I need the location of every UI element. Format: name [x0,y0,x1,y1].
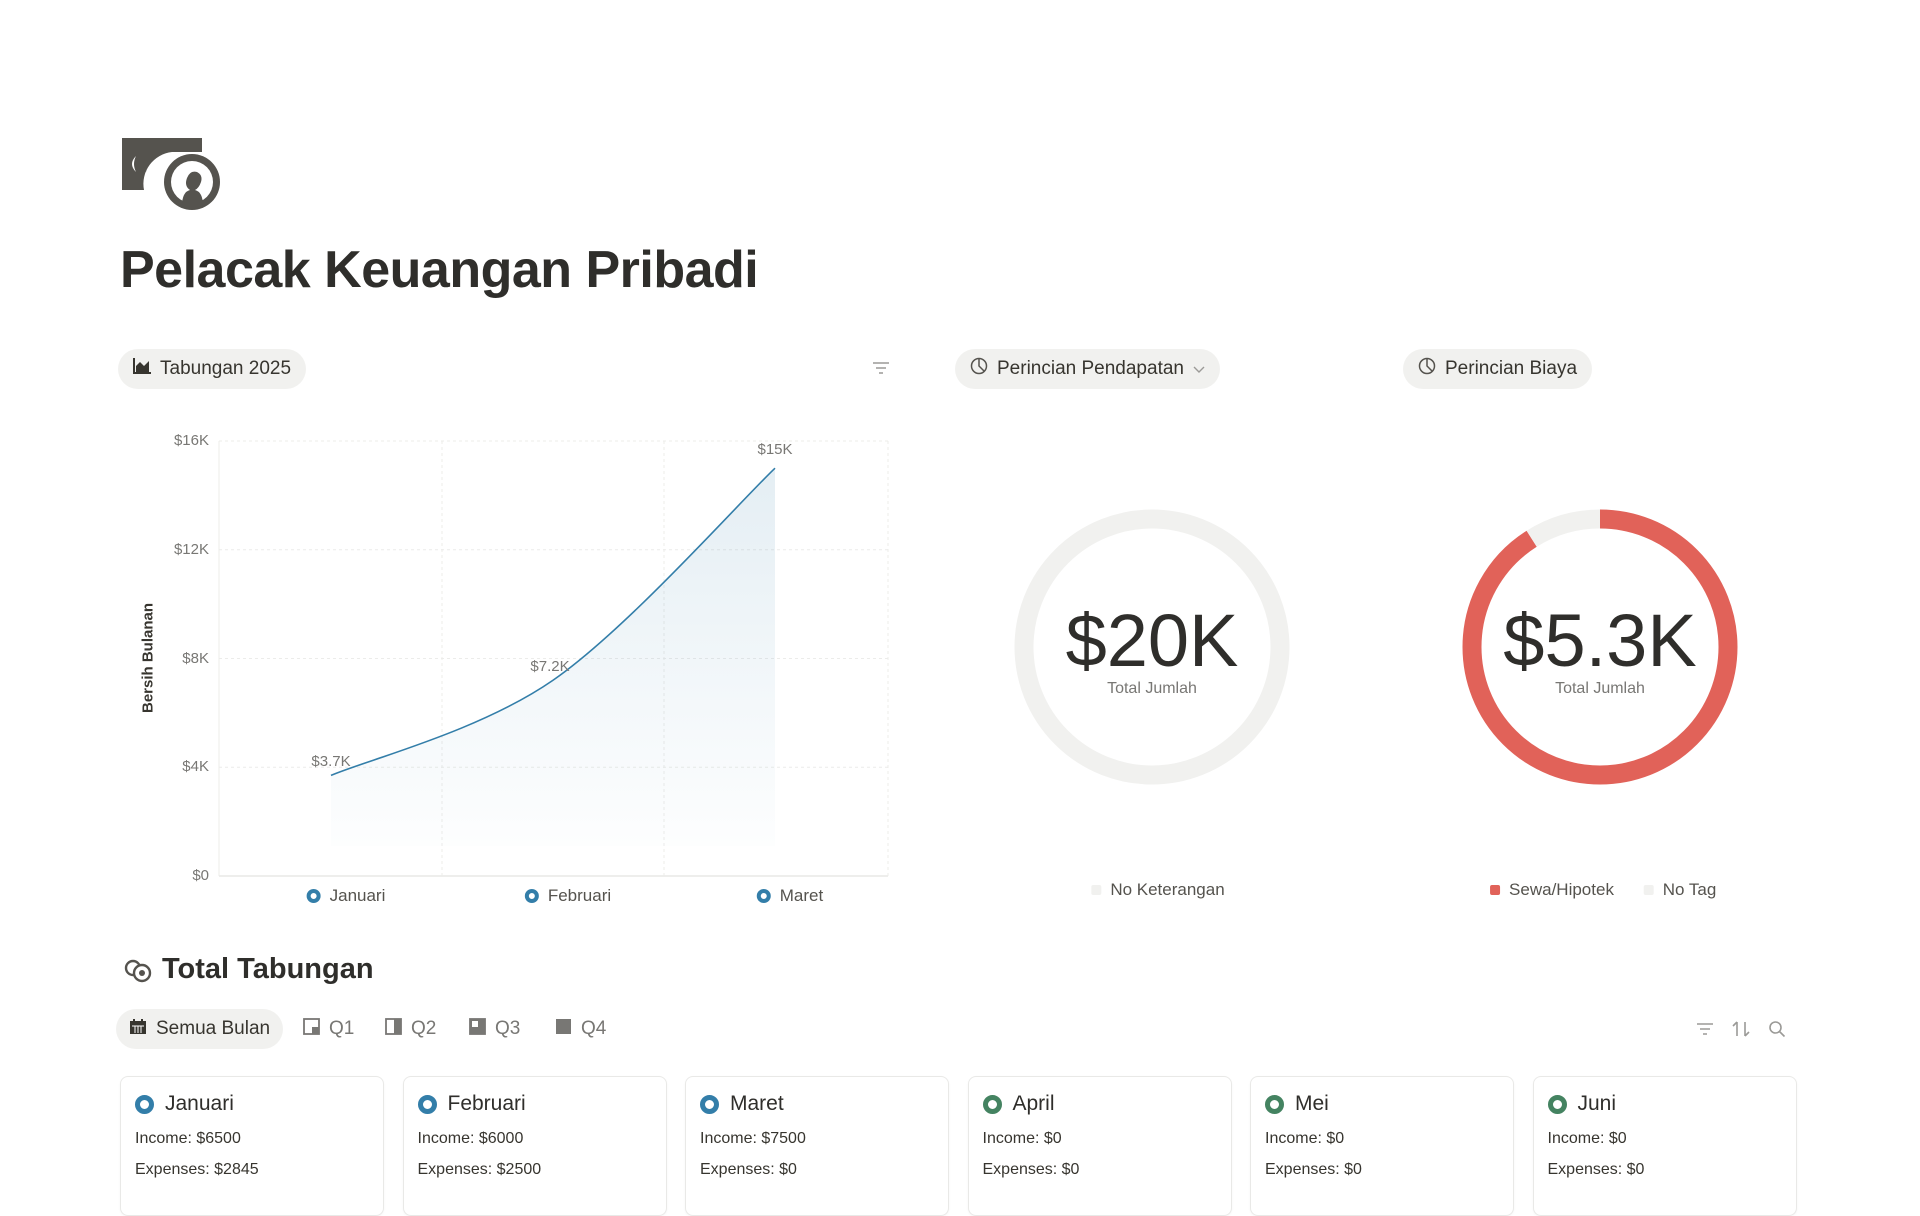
expenses-value: Expenses: $2845 [135,1161,369,1179]
card-title: Februari [418,1092,652,1116]
expense-total: $5.3K [1503,598,1696,683]
income-value: Income: $0 [1548,1130,1782,1148]
data-label: $15K [757,441,792,458]
x-tick-label: Maret [780,886,823,906]
month-name: Januari [165,1092,234,1116]
income-breakdown-tab[interactable]: Perincian Pendapatan [955,349,1220,389]
legend-ring-icon [307,889,321,903]
section-heading: Total Tabungan [162,953,374,986]
status-ring-icon [418,1095,437,1114]
month-card[interactable]: Juni Income: $0 Expenses: $0 [1533,1076,1797,1216]
month-name: Mei [1295,1092,1329,1116]
expense-breakdown-label: Perincian Biaya [1445,358,1577,380]
tab-q3[interactable]: Q3 [456,1009,533,1049]
x-legend-item: Januari [307,886,386,906]
month-name: April [1013,1092,1055,1116]
month-name: Maret [730,1092,784,1116]
y-tick-label: $4K [149,758,209,775]
quarter-icon [385,1018,402,1041]
legend-ring-icon [757,889,771,903]
data-label: $3.7K [311,753,350,770]
card-title: Maret [700,1092,934,1116]
income-value: Income: $6000 [418,1130,652,1148]
legend-swatch [1091,885,1101,895]
status-ring-icon [700,1095,719,1114]
legend-item: Sewa/Hipotek [1490,880,1614,900]
savings-line-chart [0,0,960,930]
income-value: Income: $0 [1265,1130,1499,1148]
legend-swatch [1490,885,1500,895]
legend-item: No Tag [1644,880,1717,900]
quarter-icon [469,1018,486,1041]
income-value: Income: $6500 [135,1130,369,1148]
tab-q4[interactable]: Q4 [542,1009,619,1049]
income-value: Income: $0 [983,1130,1217,1148]
legend-item: No Keterangan [1091,880,1224,900]
income-total-label: Total Jumlah [1107,680,1197,698]
quarter-icon [555,1018,572,1041]
tab-q1[interactable]: Q1 [290,1009,367,1049]
y-tick-label: $8K [149,650,209,667]
tab-label: Q1 [329,1018,354,1040]
month-card[interactable]: Februari Income: $6000 Expenses: $2500 [403,1076,667,1216]
filter-icon[interactable] [1696,1022,1714,1041]
y-tick-label: $12K [149,541,209,558]
y-tick-label: $0 [149,867,209,884]
expenses-value: Expenses: $0 [1265,1161,1499,1179]
x-legend-item: Februari [525,886,611,906]
tab-label: Q3 [495,1018,520,1040]
quarter-icon [303,1018,320,1041]
card-title: Januari [135,1092,369,1116]
calendar-icon [129,1018,147,1041]
tab-semua-bulan[interactable]: Semua Bulan [116,1009,283,1049]
income-value: Income: $7500 [700,1130,934,1148]
x-legend-item: Maret [757,886,823,906]
expense-breakdown-tab[interactable]: Perincian Biaya [1403,349,1592,389]
income-total: $20K [1066,598,1239,683]
pie-chart-icon [970,357,988,381]
sort-icon[interactable] [1732,1020,1750,1043]
expenses-value: Expenses: $0 [1548,1161,1782,1179]
series-area [331,468,775,846]
month-card[interactable]: April Income: $0 Expenses: $0 [968,1076,1232,1216]
data-label: $7.2K [530,658,569,675]
card-title: Mei [1265,1092,1499,1116]
status-ring-icon [983,1095,1002,1114]
expenses-value: Expenses: $2500 [418,1161,652,1179]
x-tick-label: Januari [330,886,386,906]
expenses-value: Expenses: $0 [983,1161,1217,1179]
search-icon[interactable] [1768,1020,1786,1043]
tab-label: Q4 [581,1018,606,1040]
month-card[interactable]: Mei Income: $0 Expenses: $0 [1250,1076,1514,1216]
tab-q2[interactable]: Q2 [372,1009,449,1049]
card-title: April [983,1092,1217,1116]
card-title: Juni [1548,1092,1782,1116]
month-card[interactable]: Januari Income: $6500 Expenses: $2845 [120,1076,384,1216]
month-name: Juni [1578,1092,1617,1116]
y-tick-label: $16K [149,432,209,449]
legend-label: No Keterangan [1110,880,1224,900]
tab-label: Q2 [411,1018,436,1040]
income-breakdown-label: Perincian Pendapatan [997,358,1184,380]
month-card[interactable]: Maret Income: $7500 Expenses: $0 [685,1076,949,1216]
tab-label: Semua Bulan [156,1018,270,1040]
month-name: Februari [448,1092,526,1116]
chevron-down-icon [1193,358,1205,380]
coins-icon [124,958,152,989]
expenses-value: Expenses: $0 [700,1161,934,1179]
x-tick-label: Februari [548,886,611,906]
status-ring-icon [1265,1095,1284,1114]
pie-chart-icon [1418,357,1436,381]
legend-ring-icon [525,889,539,903]
legend-label: Sewa/Hipotek [1509,880,1614,900]
status-ring-icon [1548,1095,1567,1114]
expense-total-label: Total Jumlah [1555,680,1645,698]
legend-label: No Tag [1663,880,1717,900]
legend-swatch [1644,885,1654,895]
status-ring-icon [135,1095,154,1114]
